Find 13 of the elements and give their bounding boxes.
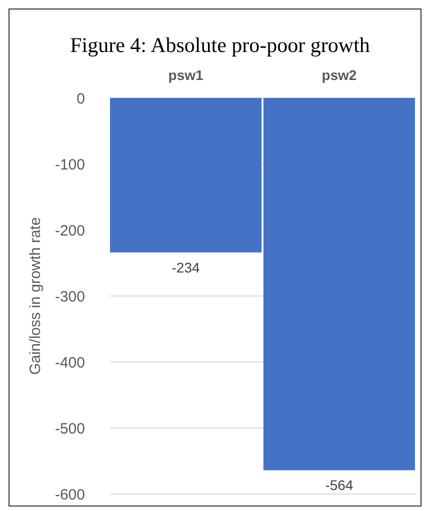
y-tick-label: -200: [54, 222, 85, 240]
chart-title: Figure 4: Absolute pro-poor growth: [70, 33, 370, 57]
y-tick-label: -600: [54, 486, 85, 504]
y-tick-label: -100: [54, 156, 85, 174]
x-tick-label: psw2: [322, 67, 357, 83]
data-label: -564: [325, 477, 354, 494]
data-label: -234: [172, 259, 200, 276]
x-tick-label: psw1: [168, 67, 204, 83]
y-tick-label: -500: [54, 420, 85, 438]
y-tick-label: -400: [54, 354, 85, 372]
y-tick-label: 0: [76, 90, 85, 108]
y-axis-title: Gain/loss in growth rate: [27, 217, 44, 375]
y-tick-label: -300: [54, 288, 85, 306]
